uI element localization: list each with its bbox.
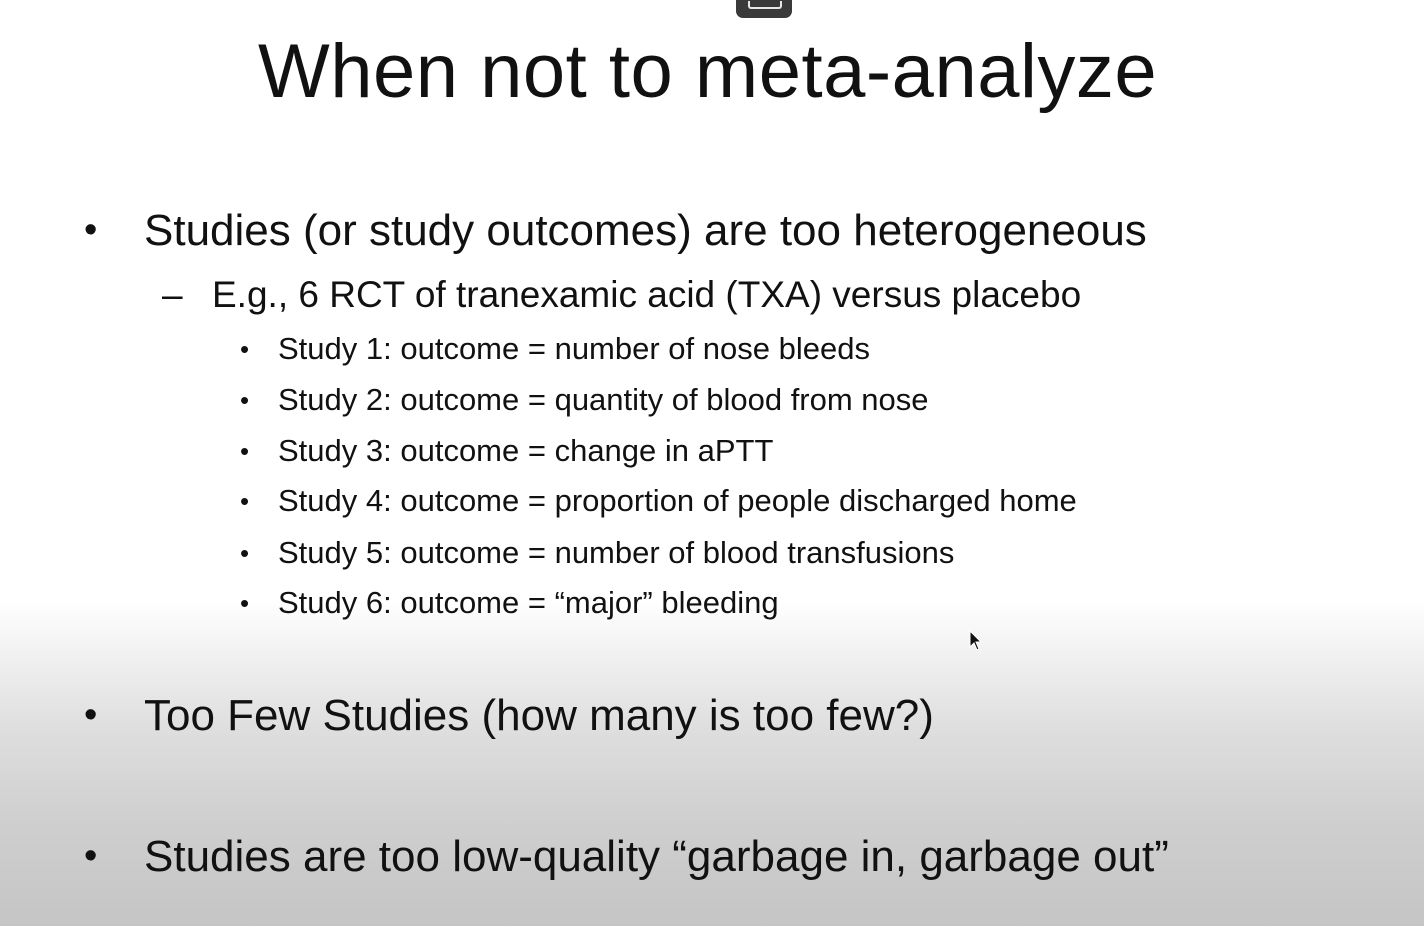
sub-point-example: E.g., 6 RCT of tranexamic acid (TXA) ver…	[212, 274, 1082, 315]
slide-title: When not to meta-analyze	[258, 29, 1158, 114]
study-item: Study 2: outcome = quantity of blood fro…	[278, 382, 929, 417]
study-item: Study 3: outcome = change in aPTT	[278, 433, 774, 468]
point-heterogeneous: Studies (or study outcomes) are too hete…	[144, 206, 1147, 255]
bullet-icon: •	[240, 436, 250, 466]
player-control-icon[interactable]	[736, 0, 792, 18]
bullet-icon: •	[240, 538, 250, 568]
study-item: Study 5: outcome = number of blood trans…	[278, 535, 955, 570]
bullet-icon: •	[240, 486, 250, 516]
study-item: Study 4: outcome = proportion of people …	[278, 483, 1077, 518]
bullet-icon: •	[84, 694, 98, 736]
mouse-pointer-icon	[969, 630, 983, 651]
study-item: Study 6: outcome = “major” bleeding	[278, 585, 779, 620]
bullet-icon: •	[240, 385, 250, 415]
dash-icon: –	[162, 274, 183, 315]
point-low-quality: Studies are too low-quality “garbage in,…	[144, 832, 1169, 881]
bullet-icon: •	[84, 209, 98, 251]
point-too-few: Too Few Studies (how many is too few?)	[144, 691, 934, 740]
bullet-icon: •	[84, 835, 98, 877]
bullet-icon: •	[240, 334, 250, 364]
bullet-icon: •	[240, 588, 250, 618]
study-item: Study 1: outcome = number of nose bleeds	[278, 331, 870, 366]
